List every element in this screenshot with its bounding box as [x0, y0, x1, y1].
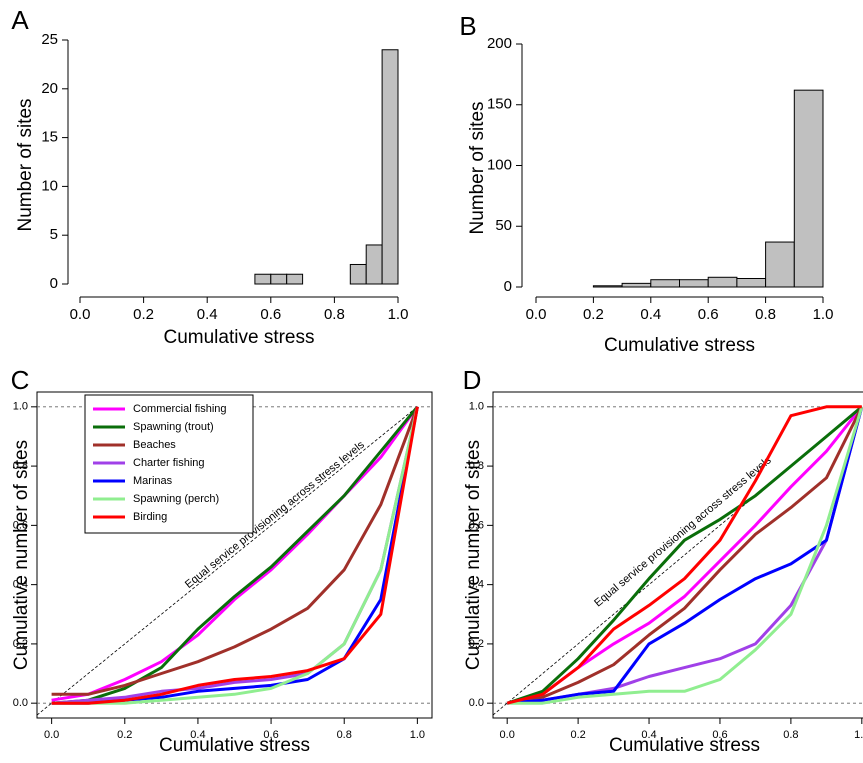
y-tick-label: 0.2: [469, 638, 484, 650]
series-line: [51, 406, 419, 705]
x-tick-label: 0.2: [583, 306, 604, 323]
legend-label: Birding: [133, 511, 167, 523]
plot-frame: [36, 391, 433, 719]
y-tick-label: 200: [487, 35, 512, 52]
bar: [707, 276, 738, 288]
x-tick-label: 0.4: [641, 729, 656, 741]
bar: [621, 282, 652, 288]
y-tick-label: 0.0: [469, 697, 484, 709]
panel: C 0.0 0.2 0.4 0.6 0.8 1.0 0.0 0.2 0.4 0.6 0.8 1.0 Cum…: [11, 365, 433, 756]
x-tick-label: 0.4: [640, 306, 661, 323]
bar: [286, 273, 304, 285]
series-line: [506, 406, 863, 705]
legend-label: Marinas: [133, 475, 173, 487]
bar: [381, 49, 399, 285]
x-tick-label: 1.0: [388, 306, 409, 323]
plot-frame: [492, 391, 863, 719]
y-tick-label: 0: [504, 278, 512, 295]
x-tick-label: 0.8: [783, 729, 798, 741]
y-tick-label: 50: [495, 217, 512, 234]
y-tick-label: 1.0: [13, 401, 28, 413]
x-tick-label: 0.6: [712, 729, 727, 741]
x-tick-label: 0.0: [500, 729, 515, 741]
series-line: [51, 406, 419, 696]
y-axis-title: Number of sites: [15, 98, 36, 231]
x-tick-label: 0.2: [133, 306, 154, 323]
series-line: [51, 406, 419, 705]
x-axis-title: Cumulative stress: [609, 735, 760, 756]
equality-line: [36, 406, 418, 716]
y-axis-title: Number of sites: [467, 101, 488, 234]
panel-label: A: [11, 5, 29, 35]
x-tick-label: 1.0: [854, 729, 863, 741]
bar: [650, 279, 680, 288]
series-line: [506, 405, 862, 705]
series-line: [507, 406, 863, 705]
bar: [254, 273, 272, 285]
x-axis-title: Cumulative stress: [159, 735, 310, 756]
x-tick-label: 0.4: [197, 306, 218, 323]
x-tick-label: 0.6: [260, 306, 281, 323]
x-tick-label: 0.0: [44, 729, 59, 741]
series-line: [51, 405, 419, 705]
y-axis-title: Cumulative number of sites: [463, 440, 484, 670]
x-tick-label: 0.8: [337, 729, 352, 741]
x-tick-label: 0.6: [698, 306, 719, 323]
x-tick-label: 0.0: [70, 306, 91, 323]
panel: D 0.0 0.2 0.4 0.6 0.8 1.0 0.0 0.2 0.4 0.6 0.8 1.0 Cum…: [463, 365, 863, 756]
x-tick-label: 1.0: [410, 729, 425, 741]
y-axis-title: Cumulative number of sites: [11, 440, 32, 670]
bar: [592, 285, 623, 288]
bar: [736, 277, 767, 288]
y-tick-label: 0.0: [13, 697, 28, 709]
x-tick-label: 0.2: [117, 729, 132, 741]
x-tick-label: 0.6: [263, 729, 278, 741]
legend-label: Charter fishing: [133, 457, 205, 469]
y-tick-label: 0.8: [13, 460, 28, 472]
y-tick-label: 20: [41, 80, 58, 97]
legend-label: Spawning (perch): [133, 493, 219, 505]
y-tick-label: 0.2: [13, 638, 28, 650]
bar: [349, 263, 367, 285]
panel: A 0.0 0.2 0.4 0.6 0.8 1.0 0 5 10 15 20 25 Cumulative …: [11, 5, 408, 348]
y-tick-label: 1.0: [469, 401, 484, 413]
y-tick-label: 150: [487, 96, 512, 113]
y-tick-label: 5: [50, 226, 58, 243]
x-axis-title: Cumulative stress: [164, 327, 315, 348]
x-axis-title: Cumulative stress: [604, 335, 755, 356]
x-tick-label: 0.4: [190, 729, 205, 741]
y-tick-label: 0.4: [13, 579, 28, 591]
x-tick-label: 0.0: [526, 306, 547, 323]
bar: [365, 244, 383, 285]
bar: [679, 279, 709, 288]
x-tick-label: 0.8: [755, 306, 776, 323]
y-tick-label: 0: [50, 275, 58, 292]
x-tick-label: 0.2: [570, 729, 585, 741]
bar: [765, 241, 795, 288]
y-tick-label: 0.6: [13, 519, 28, 531]
annotation: Equal service provisioning across stress…: [592, 454, 774, 609]
y-tick-label: 0.8: [469, 460, 484, 472]
panel-label: C: [11, 365, 30, 395]
bar: [793, 89, 824, 288]
y-tick-label: 100: [487, 156, 512, 173]
legend-label: Beaches: [133, 439, 176, 451]
panel-label: B: [459, 11, 476, 41]
y-tick-label: 25: [41, 31, 58, 48]
y-tick-label: 0.4: [469, 579, 484, 591]
x-tick-label: 0.8: [324, 306, 345, 323]
series-line: [506, 405, 863, 705]
y-tick-label: 10: [41, 177, 58, 194]
legend-label: Spawning (trout): [133, 421, 214, 433]
y-tick-label: 0.6: [469, 519, 484, 531]
panel: B 0.0 0.2 0.4 0.6 0.8 1.0 0 50 100 150 200 Cumulativ…: [459, 11, 833, 356]
bar: [270, 273, 288, 285]
panel-label: D: [463, 365, 482, 395]
series-line: [507, 406, 863, 705]
x-tick-label: 1.0: [813, 306, 834, 323]
y-tick-label: 15: [41, 129, 58, 146]
legend-label: Commercial fishing: [133, 403, 227, 415]
